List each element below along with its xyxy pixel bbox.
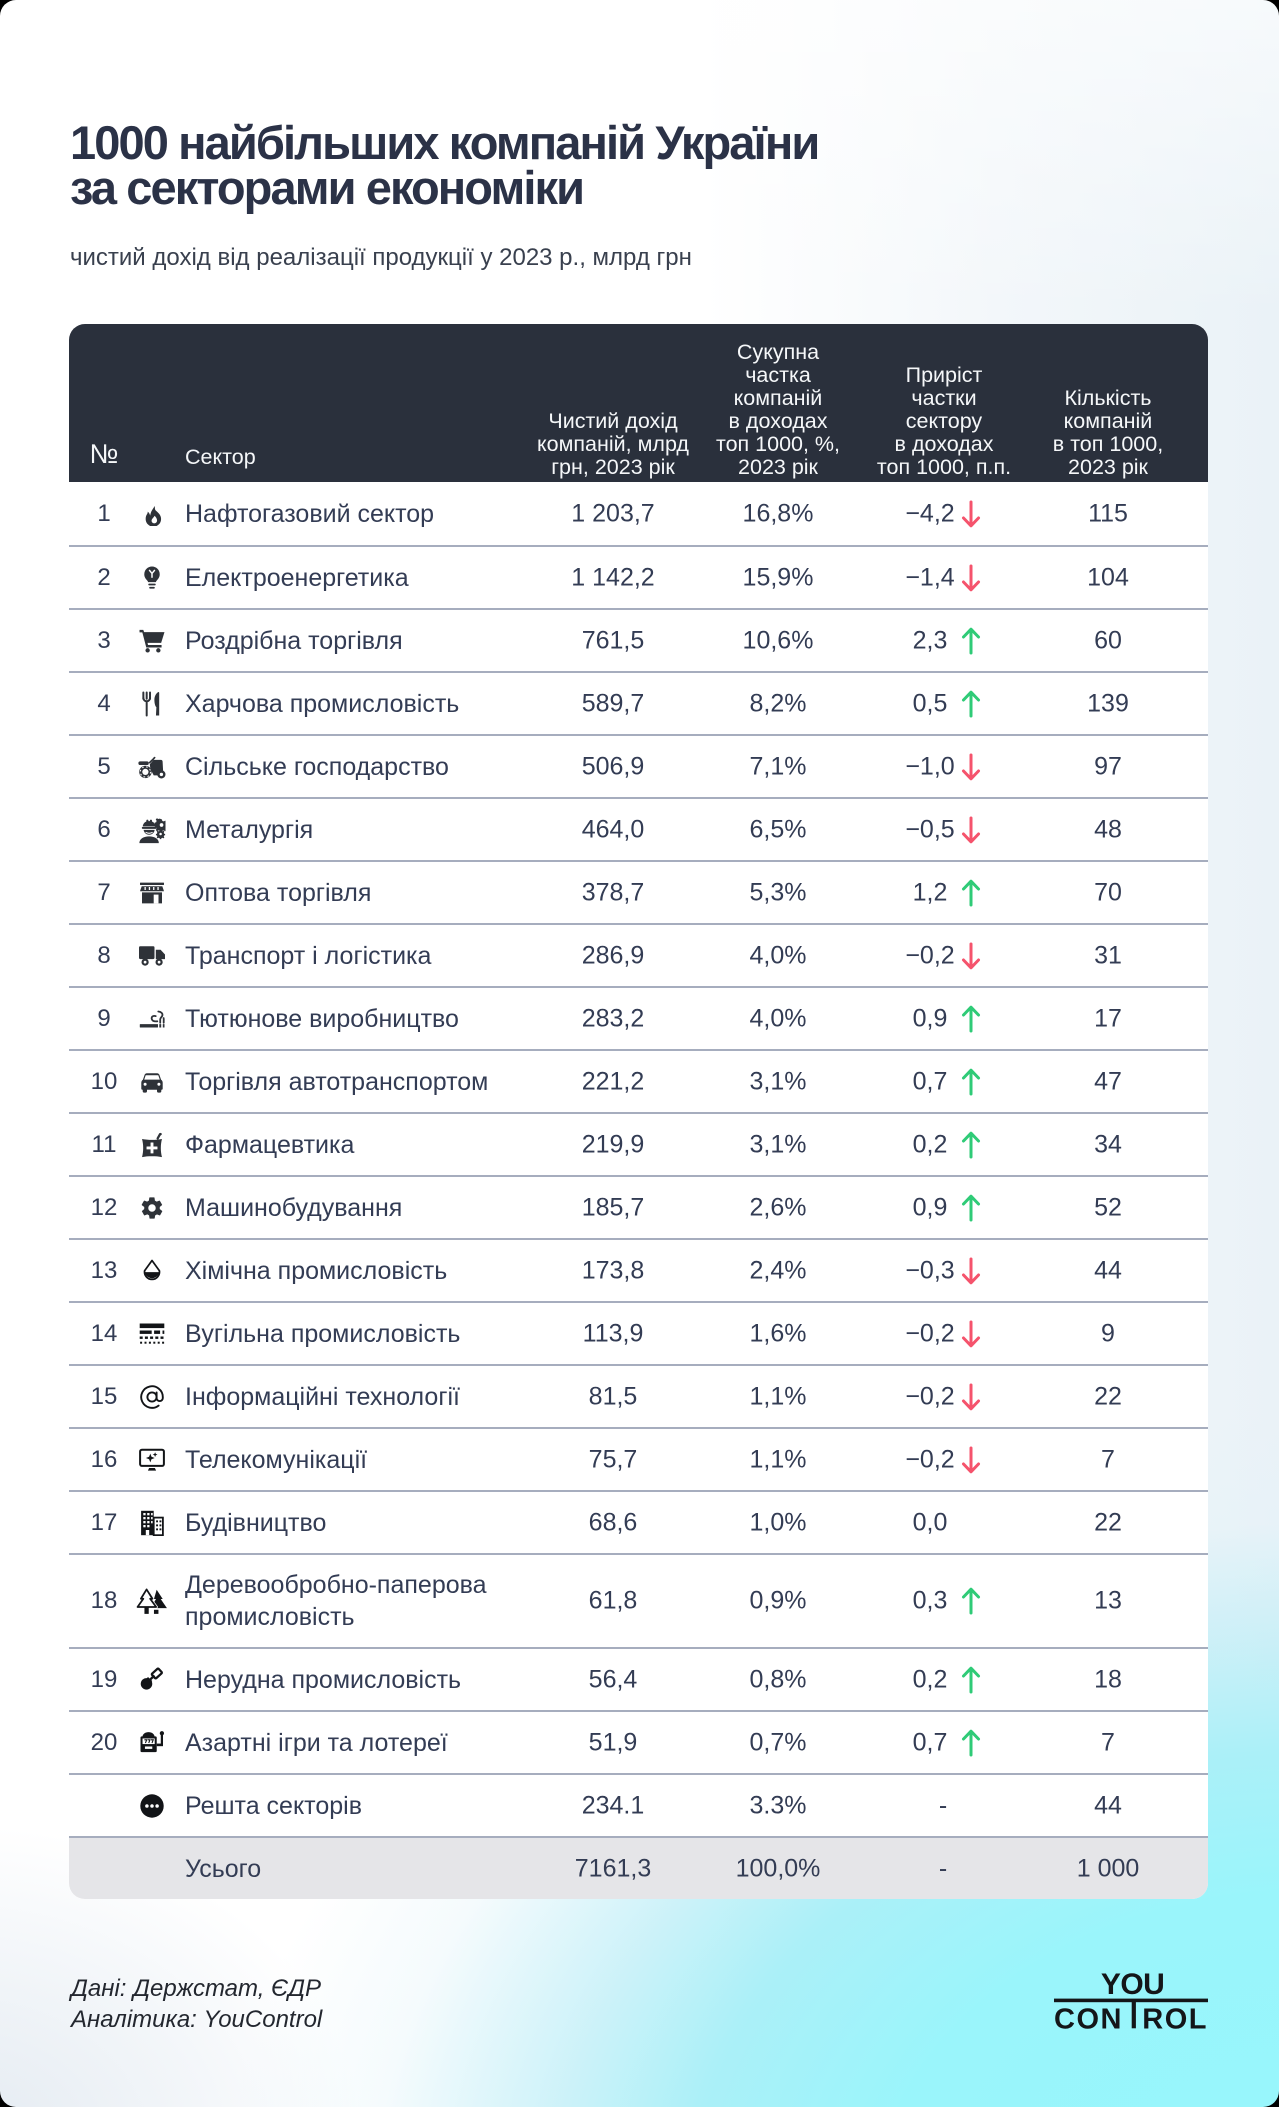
svg-text:YOU: YOU — [1101, 1968, 1165, 2001]
svg-text:CON: CON — [1054, 2003, 1123, 2035]
svg-text:ROL: ROL — [1142, 2003, 1208, 2035]
